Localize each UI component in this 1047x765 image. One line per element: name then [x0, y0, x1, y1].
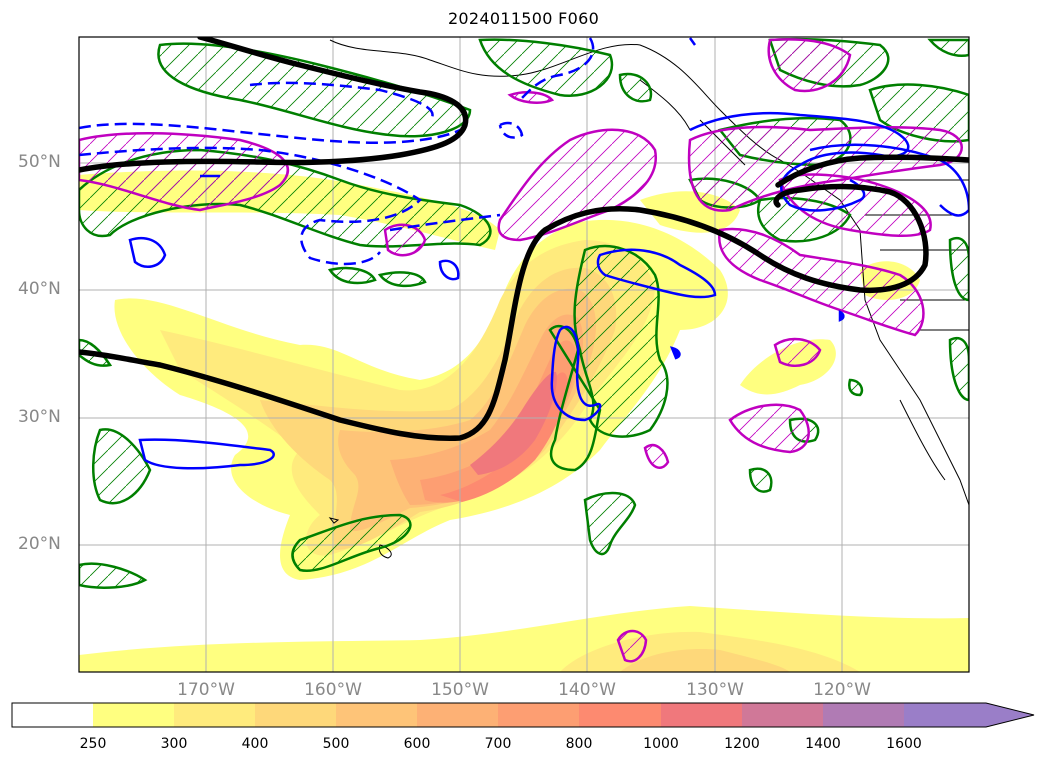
blue-contours — [79, 37, 969, 470]
map-title: 2024011500 F060 — [447, 9, 600, 28]
colorbar-segment-800-1000 — [579, 703, 661, 727]
colorbar-segment-500-600 — [336, 703, 417, 727]
colorbar-tick-label: 400 — [241, 736, 269, 752]
colorbar-tick-label: 1000 — [643, 736, 679, 752]
lat-label-50n: 50°N — [18, 152, 61, 172]
colorbar-segment-400-500 — [255, 703, 336, 727]
lon-label-140w: 140°W — [558, 680, 616, 700]
colorbar-extend-arrow — [904, 703, 1034, 727]
lon-label-130w: 130°W — [686, 680, 744, 700]
colorbar-tick-label: 700 — [484, 736, 512, 752]
colorbar-tick-label: 600 — [403, 736, 431, 752]
colorbar-segment-300-400 — [174, 703, 255, 727]
lon-label-150w: 150°W — [431, 680, 489, 700]
colorbar — [11, 702, 1035, 728]
colorbar-segment-1200-1400 — [742, 703, 823, 727]
colorbar-tick-label: 250 — [79, 736, 107, 752]
lon-label-120w: 120°W — [813, 680, 871, 700]
map-frame — [78, 36, 970, 673]
colorbar-segment-1000-1200 — [661, 703, 742, 727]
lat-label-30n: 30°N — [18, 407, 61, 427]
colorbar-tick-label: 1600 — [886, 736, 922, 752]
colorbar-segment-below-250 — [12, 703, 93, 727]
colorbar-segment-600-700 — [417, 703, 498, 727]
colorbar-segment-1400-1600 — [823, 703, 904, 727]
jet-axis-lines — [79, 37, 969, 442]
lat-label-40n: 40°N — [18, 279, 61, 299]
lat-label-20n: 20°N — [18, 534, 61, 554]
colorbar-segment-250-300 — [93, 703, 174, 727]
colorbar-segment-700-800 — [498, 703, 579, 727]
colorbar-tick-label: 300 — [160, 736, 188, 752]
colorbar-tick-label: 1200 — [724, 736, 760, 752]
colorbar-tick-labels: 250 300 400 500 600 700 800 1000 1200 14… — [0, 736, 1047, 760]
colorbar-tick-label: 1400 — [805, 736, 841, 752]
colorbar-tick-label: 500 — [322, 736, 350, 752]
lon-label-170w: 170°W — [177, 680, 235, 700]
lon-label-160w: 160°W — [304, 680, 362, 700]
colorbar-tick-label: 800 — [565, 736, 593, 752]
